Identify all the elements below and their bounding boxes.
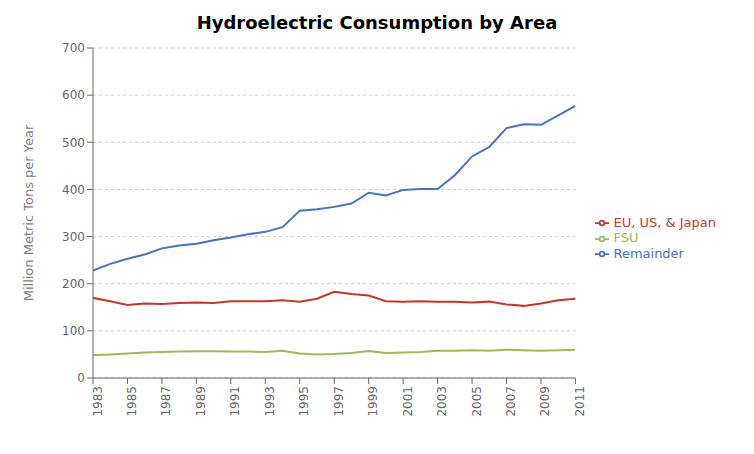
svg-text:Million Metric Tons per Year: Million Metric Tons per Year	[21, 124, 36, 301]
svg-text:2009: 2009	[538, 386, 552, 417]
svg-text:700: 700	[62, 41, 85, 55]
svg-text:2007: 2007	[504, 386, 518, 417]
svg-text:1995: 1995	[297, 386, 311, 417]
html-text:EU, US, & Japan: EU, US, & Japan	[613, 214, 716, 230]
svg-text:1987: 1987	[159, 386, 173, 417]
svg-text:400: 400	[62, 183, 85, 197]
svg-text:2011: 2011	[573, 386, 587, 417]
svg-text:1993: 1993	[263, 386, 277, 417]
svg-text:1991: 1991	[228, 386, 242, 417]
html-text:FSU: FSU	[613, 230, 639, 246]
svg-text:0: 0	[77, 371, 85, 385]
html-text:Hydroelectric Consumption by A: Hydroelectric Consumption by Area	[196, 12, 558, 33]
svg-text:500: 500	[62, 136, 85, 150]
svg-text:100: 100	[62, 324, 85, 338]
svg-text:2005: 2005	[470, 386, 484, 417]
svg-text:1997: 1997	[332, 386, 346, 417]
svg-text:1983: 1983	[91, 386, 105, 417]
svg-text:2001: 2001	[401, 386, 415, 417]
svg-text:2003: 2003	[435, 386, 449, 417]
svg-text:1989: 1989	[194, 386, 208, 417]
svg-text:600: 600	[62, 88, 85, 102]
svg-text:300: 300	[62, 230, 85, 244]
svg-text:1985: 1985	[125, 386, 139, 417]
svg-text:1999: 1999	[366, 386, 380, 417]
svg-text:200: 200	[62, 277, 85, 291]
html-text:Remainder: Remainder	[613, 245, 684, 261]
